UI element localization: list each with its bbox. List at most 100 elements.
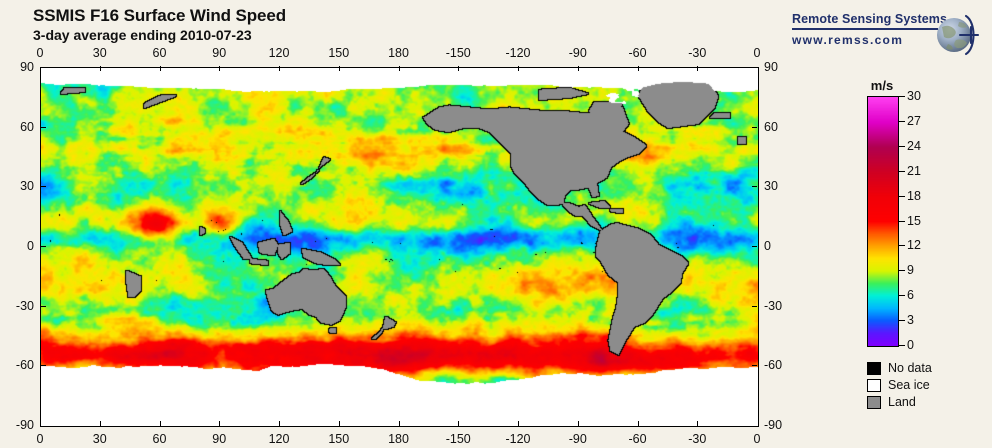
x-axis-label-bottom: -150 bbox=[445, 432, 471, 446]
remss-logo[interactable]: Remote Sensing Systems www.remss.com bbox=[792, 10, 982, 62]
x-axis-label-top: 90 bbox=[212, 46, 227, 60]
key-legend-item: Land bbox=[867, 395, 977, 410]
y-axis-label-right: 0 bbox=[764, 239, 771, 253]
x-axis-tick bbox=[577, 421, 579, 426]
x-axis-tick bbox=[577, 66, 579, 71]
y-axis-tick bbox=[41, 365, 46, 367]
x-axis-label-top: 30 bbox=[92, 46, 107, 60]
x-axis-label-top: 0 bbox=[36, 46, 44, 60]
page-subtitle: 3-day average ending 2010-07-23 bbox=[33, 27, 252, 43]
y-axis-label-left: -90 bbox=[15, 418, 34, 432]
x-axis-tick bbox=[398, 421, 400, 426]
wind-speed-map[interactable] bbox=[40, 67, 759, 427]
x-axis-tick bbox=[219, 66, 221, 71]
y-axis-label-right: -60 bbox=[764, 358, 783, 373]
key-swatch bbox=[867, 362, 881, 375]
colorbar-tick-label: 6 bbox=[907, 288, 914, 303]
y-axis-tick bbox=[752, 305, 757, 307]
key-label: Land bbox=[888, 395, 916, 409]
y-axis-label-left: 30 bbox=[20, 179, 34, 194]
colorbar-tick bbox=[899, 245, 905, 246]
x-axis-tick bbox=[219, 421, 221, 426]
logo-text: Remote Sensing Systems www.remss.com bbox=[792, 12, 948, 47]
y-axis-label-right: -30 bbox=[764, 298, 783, 313]
key-swatch bbox=[867, 379, 881, 392]
x-axis-tick bbox=[458, 421, 460, 426]
x-axis-label-bottom: -90 bbox=[568, 432, 587, 446]
colorbar-tick bbox=[899, 171, 905, 172]
colorbar-tick-label: 27 bbox=[907, 113, 921, 128]
colorbar-tick bbox=[899, 96, 905, 97]
x-axis-label-bottom: -120 bbox=[505, 432, 531, 446]
y-axis-label-left: -30 bbox=[15, 298, 34, 313]
key-legend-item: No data bbox=[867, 361, 977, 376]
colorbar-tick bbox=[899, 345, 905, 346]
colorbar-tick bbox=[899, 320, 905, 321]
page-title: SSMIS F16 Surface Wind Speed bbox=[33, 6, 287, 25]
y-axis-label-left: 90 bbox=[20, 60, 34, 74]
x-axis-label-bottom: 0 bbox=[36, 432, 44, 446]
colorbar-tick bbox=[899, 295, 905, 296]
colorbar-tick-label: 9 bbox=[907, 263, 914, 278]
colorbar-tick bbox=[899, 270, 905, 271]
x-axis-label-bottom: 60 bbox=[152, 432, 167, 446]
y-axis-tick bbox=[41, 186, 46, 188]
colorbar-tick bbox=[899, 196, 905, 197]
colorbar-tick-label: 3 bbox=[907, 313, 914, 328]
x-axis-tick bbox=[279, 421, 280, 426]
x-axis-label-bottom: -60 bbox=[628, 432, 647, 446]
x-axis-label-bottom: 120 bbox=[268, 432, 290, 446]
x-axis-tick bbox=[159, 421, 161, 426]
key-legend-item: Sea ice bbox=[867, 378, 977, 393]
x-axis-label-bottom: -30 bbox=[688, 432, 707, 446]
x-axis-label-top: 180 bbox=[388, 46, 409, 60]
x-axis-label-top: -150 bbox=[445, 46, 471, 60]
x-axis-tick bbox=[458, 66, 460, 71]
y-axis-tick bbox=[752, 186, 757, 188]
y-axis-tick bbox=[752, 246, 757, 247]
x-axis-tick bbox=[518, 66, 519, 71]
x-axis-label-bottom: 30 bbox=[92, 432, 107, 446]
key-swatch bbox=[867, 396, 881, 409]
colorbar-tick-label: 0 bbox=[907, 338, 914, 352]
x-axis-tick bbox=[99, 421, 101, 426]
y-axis-tick bbox=[41, 305, 46, 307]
x-axis-tick bbox=[637, 66, 639, 71]
colorbar-tick-label: 24 bbox=[907, 138, 921, 153]
key-label: Sea ice bbox=[888, 378, 930, 392]
x-axis-label-bottom: 0 bbox=[753, 432, 761, 446]
colorbar-tick bbox=[899, 121, 905, 122]
colorbar-tick-label: 30 bbox=[907, 89, 921, 103]
y-axis-label-left: 0 bbox=[27, 239, 34, 253]
logo-company-name: Remote Sensing Systems bbox=[792, 12, 948, 26]
x-axis-label-top: -60 bbox=[628, 46, 647, 60]
colorbar-tick-label: 15 bbox=[907, 213, 921, 228]
x-axis-tick bbox=[697, 421, 699, 426]
x-axis-tick bbox=[697, 66, 699, 71]
x-axis-tick bbox=[338, 66, 340, 71]
x-axis-tick bbox=[99, 66, 101, 71]
y-axis-tick bbox=[41, 126, 46, 128]
y-axis-label-right: 90 bbox=[764, 60, 778, 74]
logo-divider bbox=[792, 28, 938, 30]
x-axis-label-top: -120 bbox=[505, 46, 531, 60]
y-axis-tick bbox=[752, 126, 757, 128]
x-axis-label-top: 120 bbox=[268, 46, 290, 60]
y-axis-label-left: 60 bbox=[20, 119, 34, 134]
y-axis-label-right: 60 bbox=[764, 119, 778, 134]
key-label: No data bbox=[888, 361, 932, 375]
y-axis-tick bbox=[41, 246, 46, 247]
colorbar-unit-label: m/s bbox=[870, 78, 894, 93]
x-axis-tick bbox=[159, 66, 161, 71]
title-block: SSMIS F16 Surface Wind Speed 3-day avera… bbox=[33, 6, 286, 44]
colorbar-tick-label: 21 bbox=[907, 163, 921, 178]
x-axis-label-top: -30 bbox=[688, 46, 707, 60]
colorbar-tick-label: 18 bbox=[907, 188, 921, 203]
y-axis-label-left: -60 bbox=[15, 358, 34, 373]
x-axis-label-top: 150 bbox=[328, 46, 350, 60]
map-raster bbox=[41, 68, 758, 426]
x-axis-tick bbox=[518, 421, 519, 426]
colorbar[interactable] bbox=[867, 96, 899, 347]
x-axis-label-bottom: 180 bbox=[388, 432, 409, 446]
